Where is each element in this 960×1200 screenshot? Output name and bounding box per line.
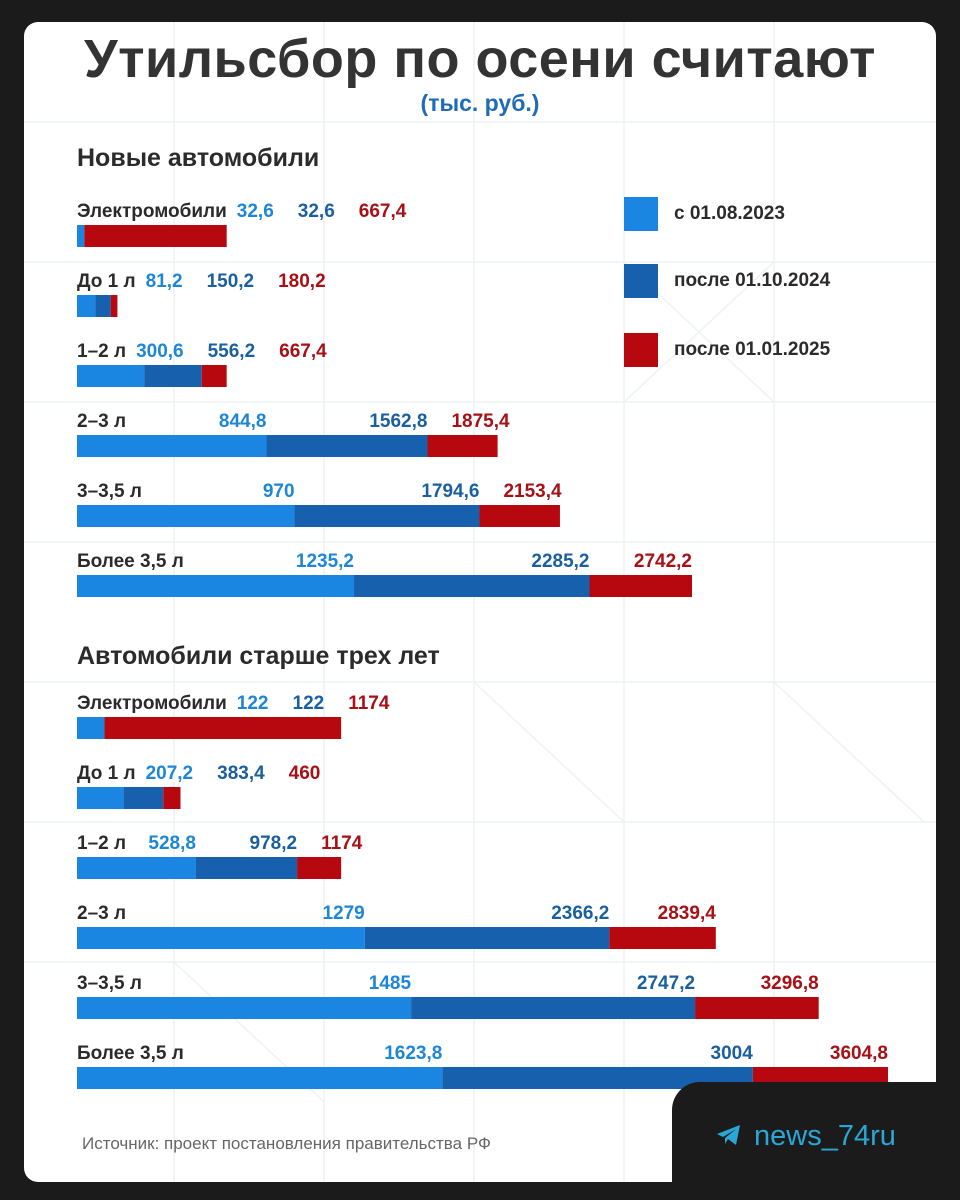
bar-segment-2025 (110, 295, 118, 317)
bar-segment-2023 (77, 1067, 443, 1089)
category-label: 1–2 л (77, 833, 126, 854)
value-label-2025: 2742,2 (634, 551, 692, 572)
value-label-2025: 3604,8 (830, 1043, 888, 1064)
value-label-2025: 3296,8 (761, 973, 819, 994)
bar-segment-2023 (77, 717, 105, 739)
value-label-2023: 844,8 (219, 411, 267, 432)
category-label: 3–3,5 л (77, 973, 142, 994)
value-label-2025: 1174 (321, 833, 363, 854)
value-label-2023: 207,2 (146, 763, 194, 784)
bar-segment-2024 (442, 1067, 753, 1089)
category-label: Электромобили (77, 693, 227, 714)
bar-chart: Электромобили 32,6 32,6 667,4 До 1 л 81,2 150,… (77, 201, 888, 1089)
channel-name: news_74ru (754, 1120, 896, 1152)
bar-segment-2025 (479, 505, 560, 527)
bar-segment-2025 (104, 717, 342, 739)
category-label: 1–2 л (77, 341, 126, 362)
value-label-2024: 978,2 (250, 833, 298, 854)
legend-swatch-2024 (624, 264, 658, 298)
category-label: До 1 л (77, 763, 136, 784)
bar-segment-2025 (163, 787, 181, 809)
bar-segment-2024 (294, 505, 480, 527)
bar-segment-2024 (411, 997, 696, 1019)
category-label: Электромобили (77, 201, 227, 222)
value-label-2025: 667,4 (359, 201, 407, 222)
bar-segment-2023 (77, 927, 365, 949)
value-label-2023: 300,6 (136, 341, 184, 362)
value-label-2023: 1235,2 (296, 551, 354, 572)
category-label: Более 3,5 л (77, 1043, 184, 1064)
bar-segment-2023 (77, 857, 196, 879)
bar-segment-2023 (77, 365, 145, 387)
value-label-2024: 1562,8 (369, 411, 427, 432)
bar-segment-2025 (427, 435, 498, 457)
value-label-2024: 2747,2 (637, 973, 695, 994)
legend-label-2025: после 01.01.2025 (674, 339, 831, 360)
chart-subtitle: (тыс. руб.) (420, 90, 540, 116)
value-label-2024: 2366,2 (551, 903, 609, 924)
bar-segment-2024 (195, 857, 298, 879)
value-label-2024: 32,6 (298, 201, 335, 222)
value-label-2024: 122 (293, 693, 325, 714)
legend-swatch-2023 (624, 197, 658, 231)
value-label-2023: 122 (237, 693, 269, 714)
channel-tag[interactable]: news_74ru (672, 1082, 936, 1182)
telegram-icon (717, 1125, 740, 1145)
value-label-2023: 970 (263, 481, 295, 502)
value-label-2024: 150,2 (207, 271, 255, 292)
bar-segment-2023 (77, 225, 85, 247)
value-label-2025: 2839,4 (658, 903, 717, 924)
bar-segment-2023 (77, 787, 124, 809)
bar-segment-2025 (695, 997, 819, 1019)
value-label-2024: 2285,2 (531, 551, 589, 572)
bar-segment-2023 (77, 575, 355, 597)
category-label: Более 3,5 л (77, 551, 184, 572)
value-label-2024: 1794,6 (421, 481, 479, 502)
bar-segment-2023 (77, 295, 96, 317)
value-label-2025: 180,2 (278, 271, 326, 292)
value-label-2024: 556,2 (208, 341, 256, 362)
bar-segment-2023 (77, 505, 295, 527)
bar-segment-2025 (609, 927, 716, 949)
bar-segment-2024 (95, 295, 111, 317)
source-note: Источник: проект постановления правитель… (82, 1134, 491, 1153)
category-label: 3–3,5 л (77, 481, 142, 502)
value-label-2023: 1279 (322, 903, 364, 924)
bar-segment-2024 (266, 435, 428, 457)
section-title-used-cars: Автомобили старше трех лет (77, 642, 440, 670)
legend-label-2024: после 01.10.2024 (674, 270, 831, 291)
bar-segment-2025 (201, 365, 227, 387)
category-label: 2–3 л (77, 411, 126, 432)
legend-swatch-2025 (624, 333, 658, 367)
value-label-2023: 1623,8 (384, 1043, 442, 1064)
legend-label-2023: с 01.08.2023 (674, 203, 785, 224)
section-title-new-cars: Новые автомобили (77, 144, 320, 172)
bar-segment-2024 (354, 575, 590, 597)
bar-segment-2025 (589, 575, 692, 597)
value-label-2025: 1174 (348, 693, 390, 714)
value-label-2025: 1875,4 (451, 411, 510, 432)
bar-segment-2025 (297, 857, 342, 879)
bar-segment-2025 (84, 225, 227, 247)
value-label-2025: 2153,4 (503, 481, 562, 502)
bar-segment-2024 (144, 365, 202, 387)
value-label-2025: 460 (289, 763, 321, 784)
value-label-2024: 383,4 (217, 763, 265, 784)
value-label-2023: 32,6 (237, 201, 274, 222)
bar-segment-2023 (77, 997, 412, 1019)
value-label-2023: 81,2 (146, 271, 183, 292)
value-label-2023: 528,8 (148, 833, 196, 854)
bar-segment-2024 (364, 927, 610, 949)
infographic-card: Утильсбор по осени считают (тыс. руб.) Н… (24, 22, 936, 1182)
category-label: До 1 л (77, 271, 136, 292)
chart-title: Утильсбор по осени считают (83, 29, 877, 89)
value-label-2023: 1485 (369, 973, 412, 994)
value-label-2025: 667,4 (279, 341, 327, 362)
value-label-2024: 3004 (711, 1043, 754, 1064)
category-label: 2–3 л (77, 903, 126, 924)
bar-segment-2024 (123, 787, 164, 809)
bar-segment-2023 (77, 435, 267, 457)
